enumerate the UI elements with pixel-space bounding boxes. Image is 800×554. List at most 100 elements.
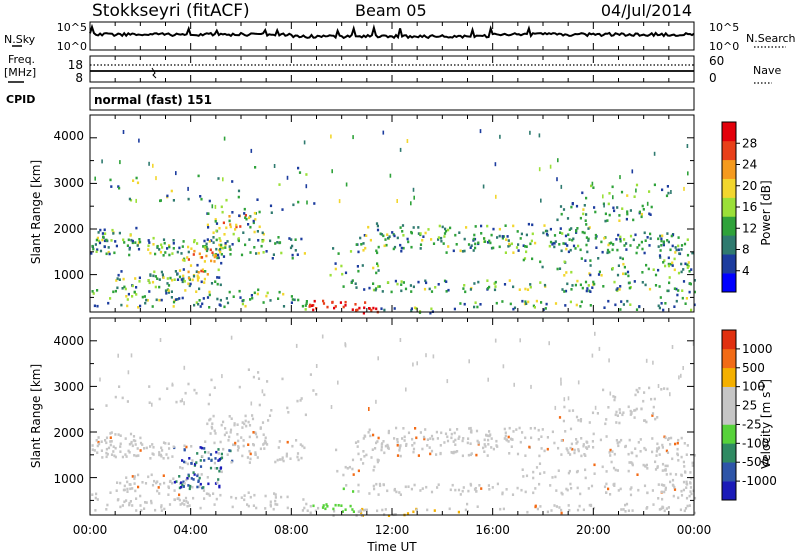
data-point [641,271,644,274]
data-point [125,476,128,479]
data-point [332,514,335,517]
data-point [151,280,155,284]
data-point [357,510,360,513]
data-point [244,304,247,308]
data-point [344,508,347,511]
data-point [229,248,232,251]
data-point [572,237,575,241]
data-point [537,438,540,441]
data-point [538,454,541,458]
data-point [616,248,619,252]
data-point [166,387,169,390]
data-point [277,236,280,239]
data-point [372,282,375,285]
data-point [528,445,531,449]
data-point [242,231,245,234]
data-point [673,305,676,308]
data-point [264,436,267,440]
data-point [457,488,461,492]
data-point [173,299,176,302]
data-point [242,299,245,302]
data-point [671,244,674,248]
data-point [667,240,670,244]
data-point [517,249,520,252]
data-point [445,280,448,283]
data-point [306,509,309,512]
data-point [384,444,387,448]
data-point [172,477,175,480]
data-point [182,268,185,271]
data-point [124,453,127,456]
data-point [251,417,255,421]
data-point [210,378,213,382]
data-point [222,246,225,250]
data-point [121,504,124,507]
data-point [611,248,614,252]
data-point [274,242,277,245]
data-point [114,289,117,293]
data-point [571,202,574,205]
data-point [622,272,625,276]
data-point [96,289,99,292]
data-point [187,474,190,478]
data-point [636,473,639,476]
data-point [610,460,613,464]
data-point [507,435,510,439]
velocity-colorbar-label-close: ] [759,379,773,384]
data-point [594,210,597,214]
data-point [376,460,379,464]
data-point [398,491,401,494]
data-point [560,439,563,442]
data-point [249,452,252,456]
data-point [687,261,690,264]
data-point [686,253,690,257]
data-point [257,371,260,374]
data-point [442,242,445,245]
data-point [270,211,273,214]
data-point [684,262,687,266]
data-point [686,144,689,148]
nsearch-label: N.Search [746,32,796,45]
data-point [217,459,220,462]
data-point [262,232,265,236]
data-point [400,280,403,283]
data-point [487,484,490,487]
data-point [309,511,312,515]
data-point [344,343,347,348]
data-point [415,307,418,310]
data-point [563,405,566,409]
data-point [143,507,146,510]
data-point [123,241,126,244]
data-point [256,198,259,201]
data-point [133,475,136,478]
nave-label: Nave [753,64,781,77]
data-point [208,393,211,397]
data-point [377,285,380,288]
velocity-panel-frame [89,317,695,516]
data-point [235,225,238,229]
data-point [457,437,460,440]
data-point [265,294,268,298]
data-point [644,464,647,468]
data-point [300,397,303,400]
data-point [199,305,202,308]
data-point [109,491,112,494]
data-point [250,148,253,153]
data-point [111,228,114,232]
data-point [553,504,556,507]
data-point [584,259,587,262]
data-point [569,482,572,486]
data-point [345,484,348,487]
power-ytick-2000: 2000 [53,222,84,236]
data-point [661,234,664,238]
data-point [232,295,235,298]
data-point [611,450,614,453]
data-point [221,374,223,379]
data-point [617,489,620,492]
data-point [691,251,694,255]
data-point [618,288,621,291]
data-point [107,246,110,249]
data-point [97,231,100,234]
data-point [373,487,376,491]
data-point [267,419,270,422]
